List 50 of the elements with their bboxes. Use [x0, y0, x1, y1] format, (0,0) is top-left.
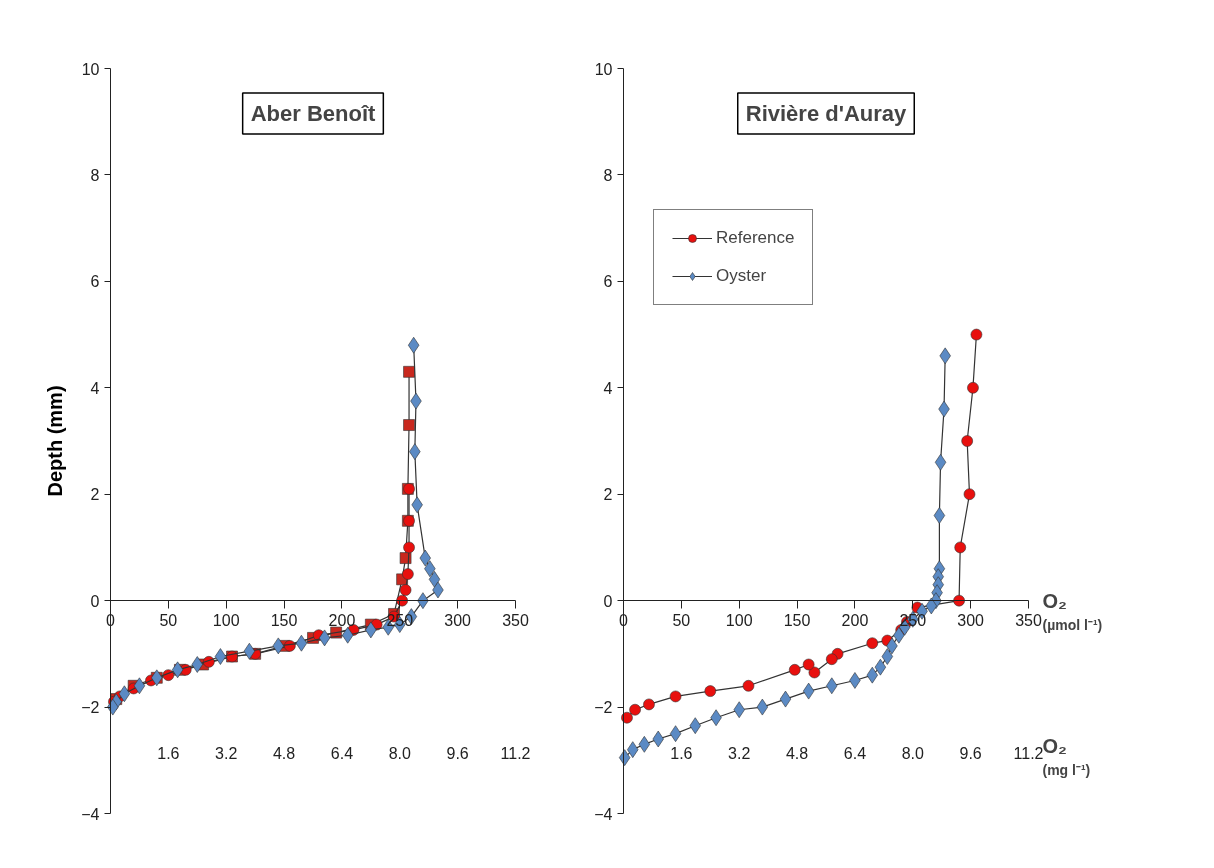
x-tick-label: 50: [672, 611, 691, 629]
y-tick-label: 4: [90, 379, 100, 397]
y-axis-title: Depth (mm): [43, 385, 66, 497]
x-tick-label: 150: [783, 611, 811, 629]
y-tick-label: 0: [90, 592, 100, 610]
legend-label: Reference: [716, 228, 795, 248]
x2-axis-title: O₂ (mg l⁻¹): [1042, 735, 1091, 779]
y-tick-label: −4: [81, 805, 100, 823]
y-tick-label: −2: [594, 699, 613, 717]
x-tick-label: 300: [444, 611, 472, 629]
x-axis-title: O₂ (µmol l⁻¹): [1042, 589, 1103, 633]
y-tick-label: 2: [90, 486, 100, 504]
x-tick-label: 200: [841, 611, 869, 629]
y-tick-label: 10: [594, 60, 613, 78]
x2-tick-label: 4.8: [272, 745, 296, 763]
y-tick-label: 10: [81, 60, 100, 78]
x2-tick-label: 6.4: [843, 745, 867, 763]
x2-tick-label: 1.6: [157, 745, 180, 763]
y-tick-label: 8: [90, 166, 100, 184]
x-tick-label: 200: [328, 611, 356, 629]
x2-tick-label: 1.6: [670, 745, 693, 763]
x-tick-label: 350: [502, 611, 529, 629]
x-tick-label: 350: [1015, 611, 1042, 629]
x2-tick-label: 3.2: [215, 745, 238, 763]
x-tick-label: 250: [899, 611, 927, 629]
x2-tick-label: 3.2: [728, 745, 751, 763]
y-tick-label: 6: [90, 273, 100, 291]
y-tick-label: 2: [603, 486, 613, 504]
y-tick-label: 4: [603, 379, 613, 397]
x-tick-label: 100: [725, 611, 753, 629]
x2-tick-label: 8.0: [901, 745, 925, 763]
x2-tick-label: 9.6: [959, 745, 982, 763]
x2-tick-label: 11.2: [1013, 745, 1044, 763]
text: Rivière d'Auray: [745, 101, 908, 126]
x2-tick-label: 9.6: [446, 745, 469, 763]
x-tick-label: 50: [159, 611, 178, 629]
y-tick-label: −2: [81, 699, 100, 717]
y-tick-label: 8: [603, 166, 613, 184]
y-tick-label: 6: [603, 273, 613, 291]
y-tick-label: −4: [594, 805, 613, 823]
x-tick-label: 300: [957, 611, 985, 629]
x2-tick-label: 6.4: [330, 745, 354, 763]
text: Aber Benoît: [250, 101, 377, 126]
y-tick-label: 0: [603, 592, 613, 610]
x2-tick-label: 11.2: [500, 745, 531, 763]
legend-label: Oyster: [716, 266, 767, 286]
x-tick-label: 100: [212, 611, 240, 629]
x2-tick-label: 8.0: [388, 745, 412, 763]
x-tick-label: 150: [270, 611, 298, 629]
x2-tick-label: 4.8: [785, 745, 809, 763]
